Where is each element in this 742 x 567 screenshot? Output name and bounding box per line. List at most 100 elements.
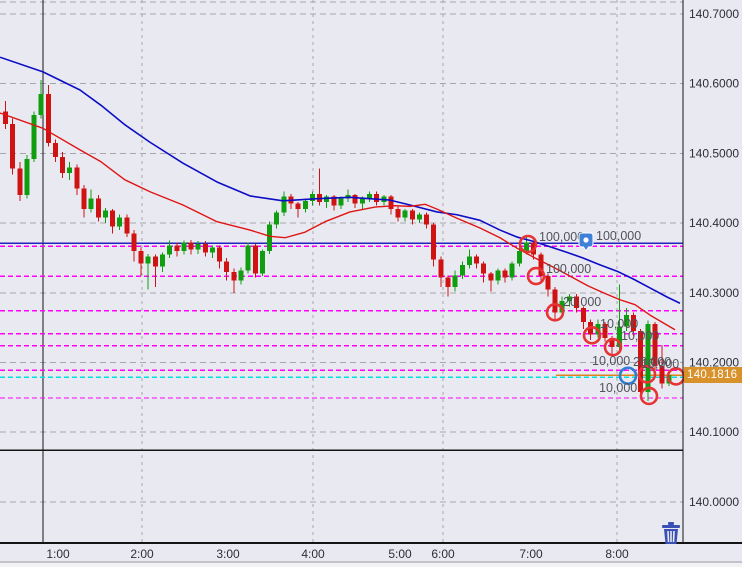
candle-up [623,315,629,327]
candle-up [302,200,308,210]
time-axis-label: 8:00 [605,547,629,561]
candle-up [267,224,273,251]
blue-pin-dot [583,237,589,243]
bottom-strip [0,563,742,567]
order-volume-label: 10,000 [641,357,679,371]
candle-up [117,217,123,227]
candle-up [31,115,37,159]
order-volume-label: 100,000 [596,229,641,243]
candle-down [652,324,658,366]
time-axis-label: 7:00 [519,547,543,561]
candle-down [409,210,415,220]
filled-order-marker[interactable] [526,266,546,286]
order-volume-label: 20,000 [563,295,601,309]
filled-order-marker[interactable] [518,234,538,254]
candle-down [474,256,480,264]
time-axis-label: 6:00 [431,547,455,561]
candle-down [110,210,116,227]
candle-down [659,365,665,384]
candle-down [431,224,437,260]
candle-up [324,196,330,203]
candle-down [3,111,8,125]
candle-up [281,196,287,213]
price-axis-label: 140.0000 [689,495,739,509]
candle-up [416,214,422,220]
candle-up [238,270,244,281]
candle-down [152,256,158,267]
time-axis-label: 4:00 [301,547,325,561]
candle-down [202,244,208,253]
candle-down [174,245,180,251]
current-price-badge: 140.1816 [684,367,742,384]
ma-fast-red [0,112,676,331]
candle-up [309,193,315,201]
candle-down [60,156,66,173]
position-marker[interactable] [618,366,638,386]
order-volume-label: 20,000 [633,355,671,369]
candle-down [388,196,394,210]
order-volume-label: 100,000 [539,230,584,244]
candle-up [516,250,522,264]
filled-order-marker[interactable] [603,337,623,357]
order-volume-label: 10,000 [621,329,659,343]
candle-down [217,247,223,262]
candle-down [631,315,637,332]
candle-up [209,247,215,253]
price-axis-label: 140.6000 [689,77,739,91]
candle-up [524,242,530,251]
candle-down [138,250,144,264]
candle-up [402,210,408,218]
candle-down [395,209,401,218]
candle-down [538,254,544,277]
price-axis-label: 140.2000 [689,356,739,370]
candle-down [638,331,644,392]
candle-down [352,195,358,204]
candle-down [573,296,579,309]
candle-down [95,198,101,218]
candle-down [438,259,444,278]
candle-down [424,214,430,225]
candle-up [245,245,251,271]
trash-button[interactable] [656,518,686,546]
candle-up [145,256,151,264]
candle-down [188,242,194,250]
candle-down [552,289,558,313]
candle-up [181,242,187,251]
candle-up [359,198,365,204]
time-axis-label: 2:00 [130,547,154,561]
candle-down [131,233,137,251]
candle-up [274,212,280,225]
candle-down [45,94,51,143]
filled-order-marker[interactable] [639,386,659,406]
candle-up [102,210,108,218]
order-volume-label: 10,000 [600,317,638,331]
candle-up [616,326,622,348]
candle-down [81,188,87,210]
candle-down [10,124,16,169]
candle-up [338,198,344,206]
candle-up [366,193,372,199]
candle-down [74,167,80,189]
candle-down [124,217,130,234]
order-volume-label: 10,000 [592,354,630,368]
time-axis-label: 3:00 [216,547,240,561]
filled-order-marker[interactable] [582,326,602,345]
candle-down [231,271,237,281]
candle-down [545,276,551,290]
candle-up [167,245,173,255]
price-axis-label: 140.3000 [689,286,739,300]
candle-down [331,196,337,206]
candle-down [224,261,230,272]
candle-down [481,263,487,274]
candle-down [374,193,380,203]
candle-down [602,324,608,339]
candle-down [502,270,508,278]
candle-up [259,250,265,274]
ma-slow-blue [0,56,681,304]
filled-order-marker[interactable] [545,303,565,322]
candle-down [17,168,23,196]
candle-up [160,254,166,267]
filled-order-marker[interactable] [637,365,657,384]
